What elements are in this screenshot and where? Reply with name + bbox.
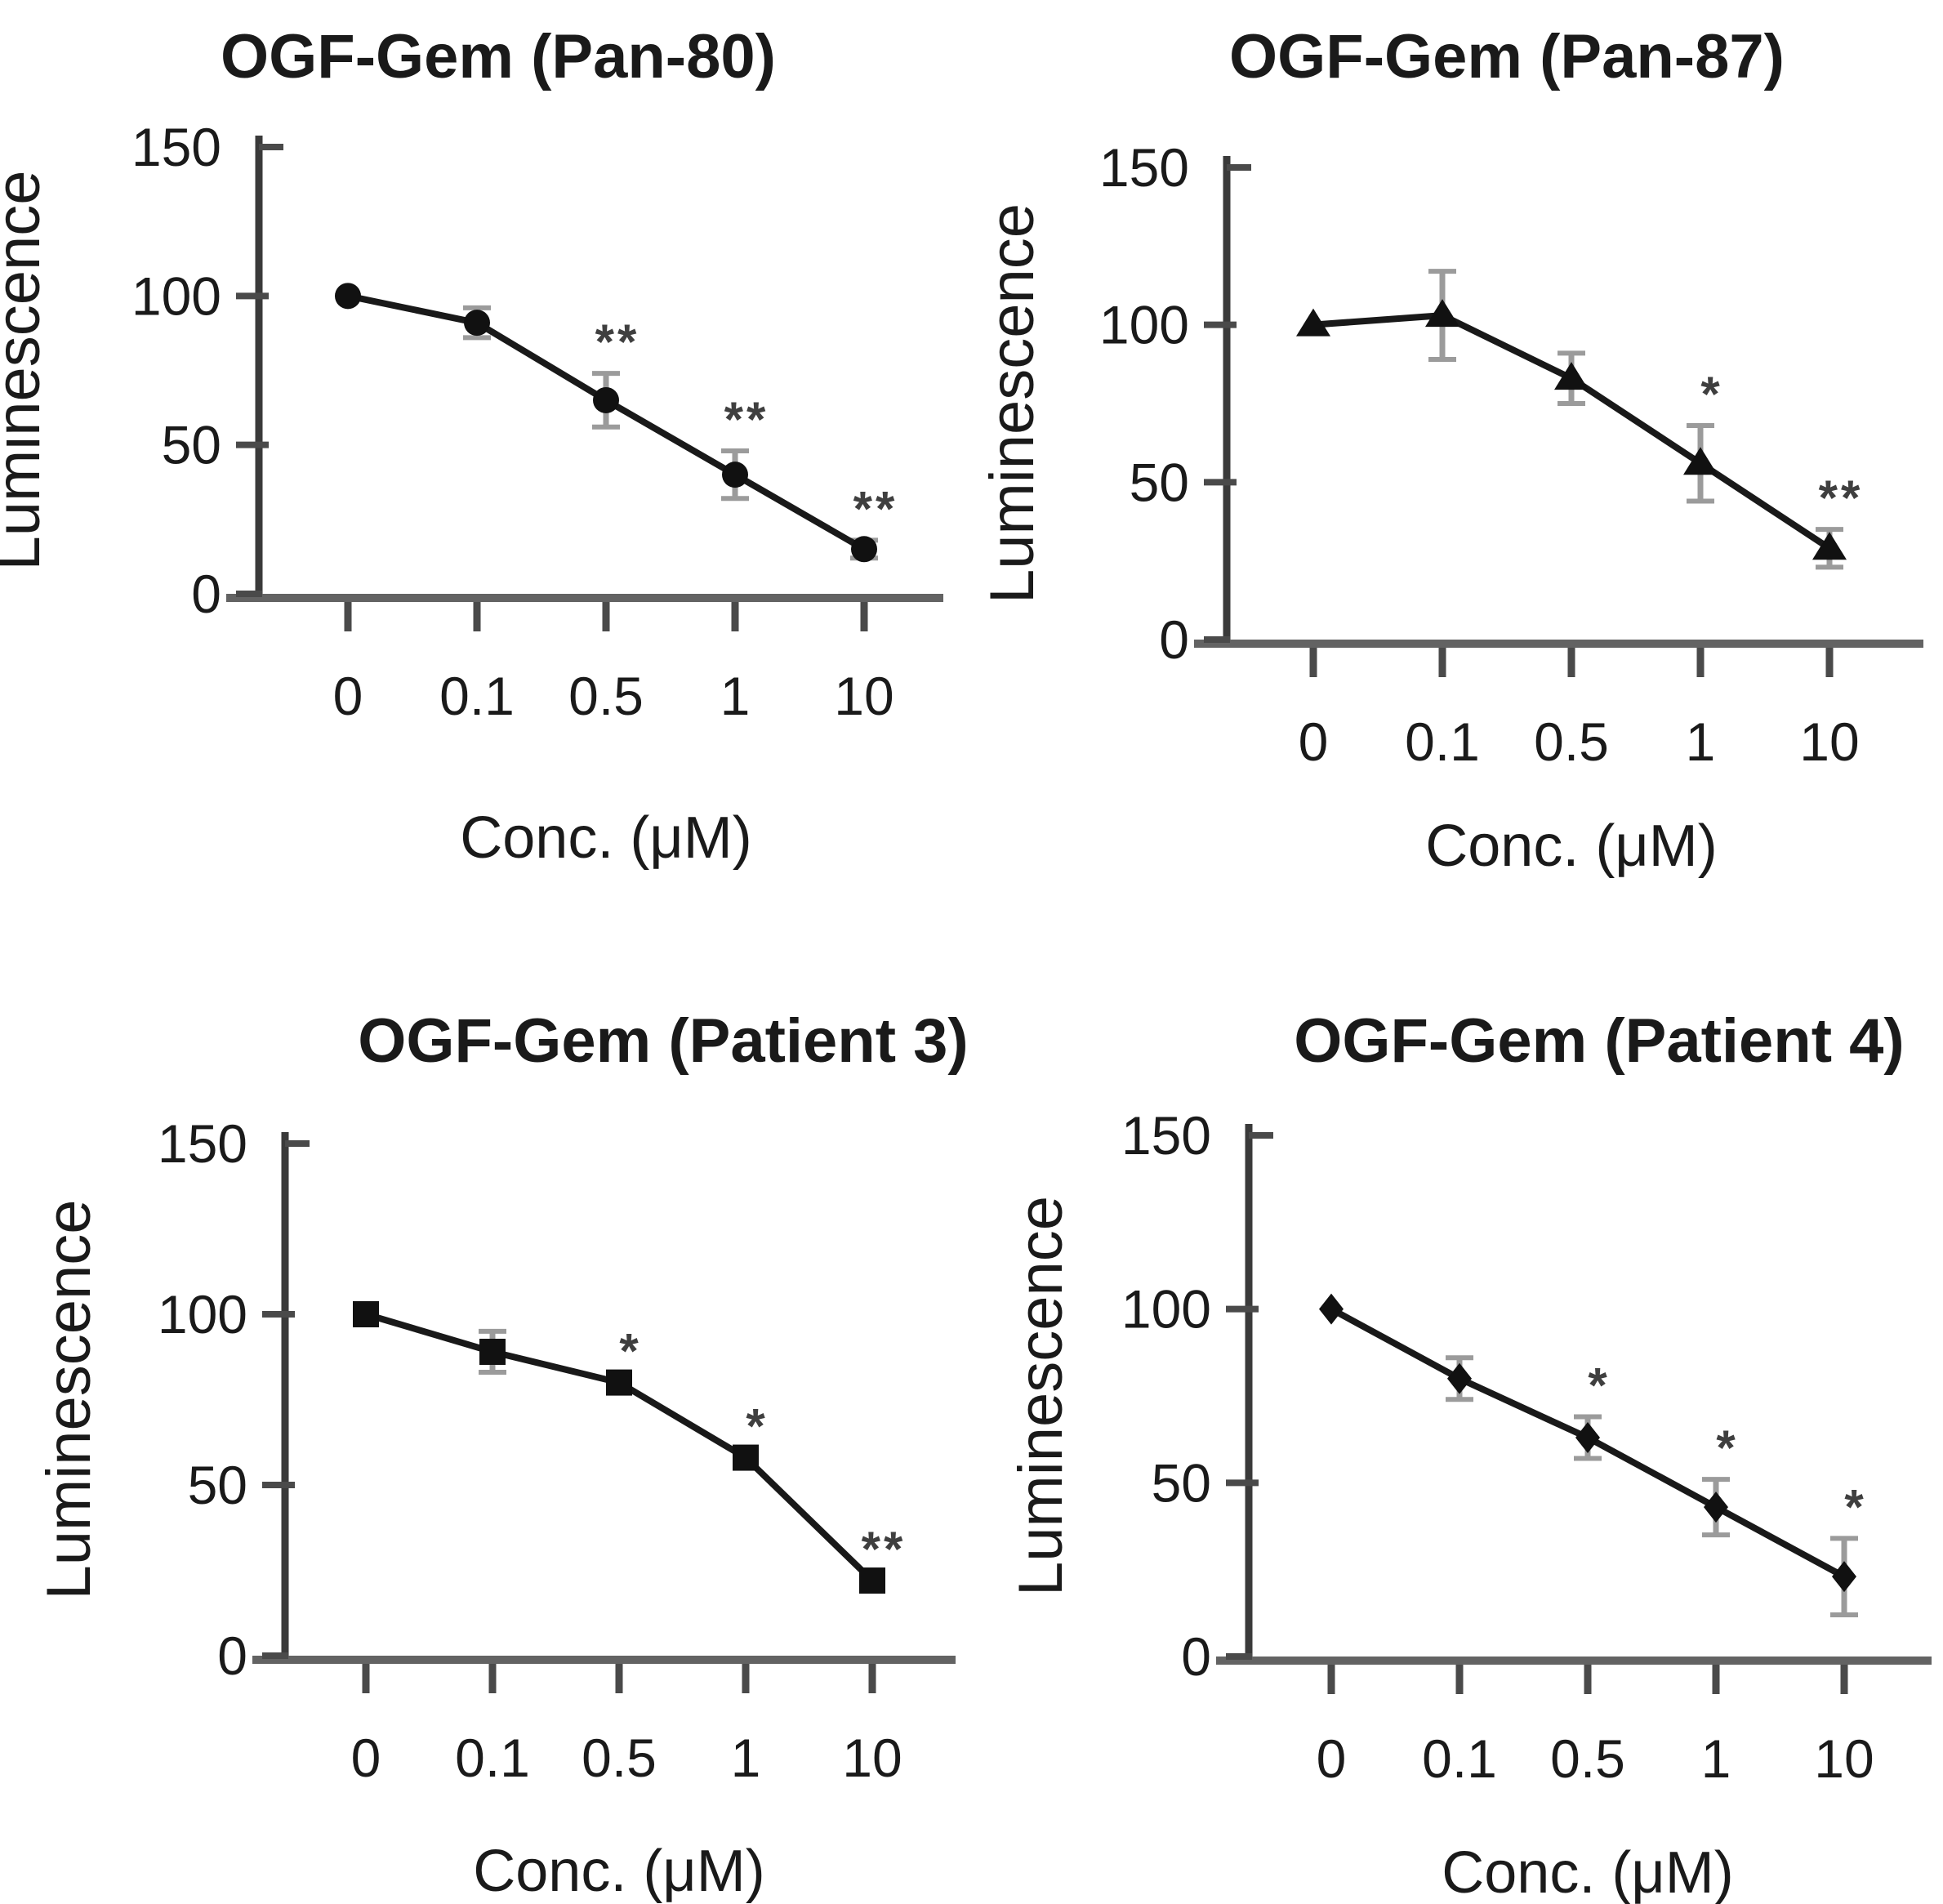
x-tick-label: 10 — [1799, 711, 1859, 772]
chart-pan-80: OGF-Gem (Pan-80) Luminescence Conc. (μM) 0 5… — [0, 22, 943, 871]
y-tick-label: 50 — [1130, 452, 1189, 512]
y-axis-label: Luminescence — [0, 170, 53, 570]
significance-label: * — [1700, 367, 1722, 421]
x-tick-label: 10 — [842, 1728, 902, 1788]
x-tick-label: 0.1 — [1422, 1728, 1497, 1789]
significance-label: ** — [862, 1522, 907, 1576]
y-tick-label: 50 — [188, 1455, 247, 1515]
x-tick-label: 1 — [731, 1728, 761, 1788]
y-tick-label: 150 — [1121, 1105, 1211, 1166]
significance-label: * — [619, 1324, 641, 1379]
x-tick-label: 1 — [720, 666, 751, 726]
data-point-triangle — [1812, 532, 1847, 560]
data-point-triangle — [1425, 299, 1459, 328]
y-axis-label: Luminescence — [34, 1199, 104, 1599]
significance-label: ** — [595, 314, 640, 369]
data-point-diamond — [1575, 1422, 1600, 1454]
data-point-triangle — [1683, 447, 1718, 475]
data-point-square — [353, 1301, 379, 1327]
x-axis-label: Conc. (μM) — [1425, 814, 1718, 879]
y-tick-label: 0 — [191, 564, 221, 624]
x-tick-label: 0.5 — [1550, 1728, 1625, 1789]
x-tick-label: 1 — [1686, 711, 1716, 772]
data-point-triangle — [1296, 308, 1330, 337]
data-point-square — [733, 1444, 759, 1471]
x-axis-label: Conc. (μM) — [1442, 1840, 1734, 1904]
data-point-diamond — [1447, 1362, 1472, 1394]
y-tick-label: 100 — [1099, 295, 1189, 355]
chart-patient-3: OGF-Gem (Patient 3) Luminescence Conc. (μM… — [34, 1006, 969, 1904]
data-point-circle — [722, 462, 748, 488]
x-tick-label: 10 — [834, 666, 894, 726]
x-axis-label: Conc. (μM) — [460, 805, 752, 871]
x-tick-label: 0.5 — [568, 666, 644, 726]
data-point-circle — [851, 536, 877, 563]
x-tick-label: 0 — [333, 666, 363, 726]
significance-label: * — [1588, 1358, 1610, 1413]
chart-patient-4: OGF-Gem (Patient 4) Luminescence Conc. (μM… — [1006, 1006, 1932, 1904]
x-tick-label: 0.1 — [1405, 711, 1480, 772]
y-tick-label: 100 — [158, 1284, 247, 1344]
data-point-diamond — [1319, 1293, 1344, 1325]
data-line — [1312, 312, 1832, 551]
data-point-circle — [335, 283, 361, 310]
y-tick-label: 150 — [131, 117, 221, 177]
x-tick-label: 0 — [351, 1728, 381, 1788]
significance-label: * — [746, 1399, 768, 1454]
y-tick-label: 50 — [162, 415, 221, 475]
significance-label: ** — [1819, 470, 1864, 525]
chart-pan-87: OGF-Gem (Pan-87) Luminescence Conc. (μM) 0 5… — [978, 22, 1923, 879]
data-point-diamond — [1704, 1492, 1728, 1523]
x-tick-label: 0.1 — [455, 1728, 530, 1788]
x-tick-label: 0.1 — [439, 666, 515, 726]
y-tick-label: 0 — [1159, 609, 1189, 670]
x-tick-label: 0 — [1299, 711, 1329, 772]
x-tick-label: 10 — [1814, 1728, 1874, 1789]
chart-title: OGF-Gem (Patient 3) — [358, 1006, 968, 1076]
x-tick-label: 1 — [1701, 1728, 1731, 1789]
y-tick-label: 100 — [1121, 1279, 1211, 1340]
data-point-square — [479, 1338, 506, 1365]
y-tick-label: 50 — [1152, 1452, 1211, 1513]
chart-title: OGF-Gem (Patient 4) — [1294, 1006, 1904, 1076]
x-axis-label: Conc. (μM) — [473, 1839, 765, 1904]
chart-title: OGF-Gem (Pan-80) — [221, 22, 776, 91]
y-tick-label: 150 — [1099, 137, 1189, 198]
data-point-diamond — [1832, 1561, 1856, 1593]
y-axis-label: Luminescence — [1006, 1196, 1076, 1596]
y-axis-label: Luminescence — [978, 203, 1047, 604]
data-point-square — [606, 1369, 632, 1396]
data-point-triangle — [1554, 362, 1589, 390]
y-tick-label: 150 — [158, 1113, 247, 1174]
significance-label: * — [1716, 1420, 1738, 1475]
x-tick-label: 0.5 — [1534, 711, 1609, 772]
y-tick-label: 0 — [217, 1625, 247, 1686]
data-point-circle — [464, 310, 490, 337]
significance-label: ** — [853, 481, 898, 536]
data-point-square — [859, 1567, 885, 1594]
significance-label: ** — [724, 392, 769, 447]
x-tick-label: 0 — [1317, 1728, 1347, 1789]
x-tick-label: 0.5 — [582, 1728, 657, 1788]
significance-label: * — [1844, 1479, 1866, 1534]
data-point-circle — [593, 386, 619, 413]
y-tick-label: 0 — [1181, 1626, 1211, 1687]
chart-title: OGF-Gem (Pan-87) — [1229, 22, 1785, 91]
y-tick-label: 100 — [131, 265, 221, 326]
